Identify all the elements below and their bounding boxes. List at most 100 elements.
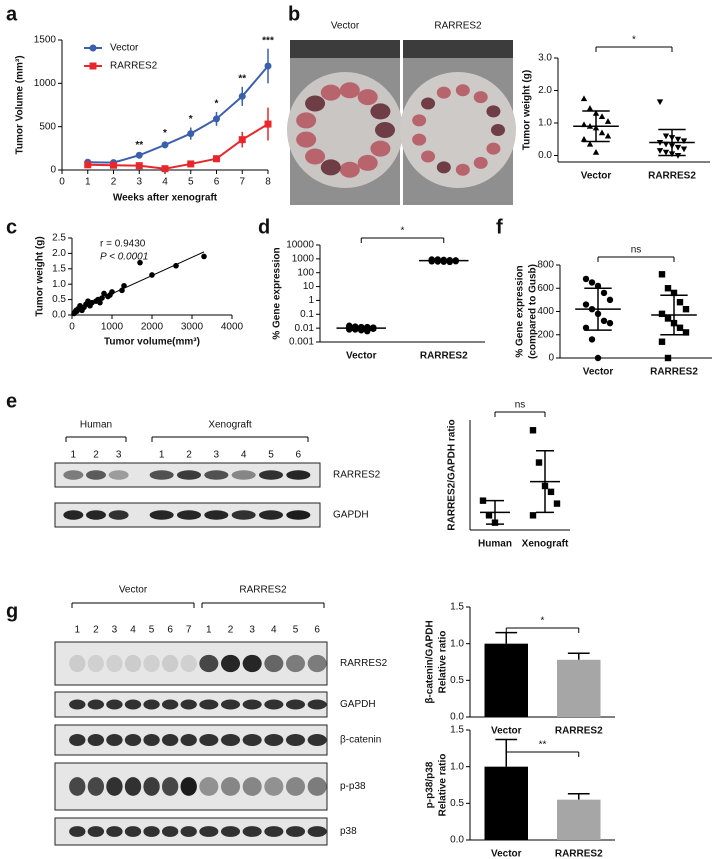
data-point [682,305,690,313]
data-point [161,165,169,173]
panel-letter: f [496,216,503,238]
blot-row-label: p38 [340,826,357,837]
tumor [357,154,378,171]
lane-number: 3 [116,450,122,461]
x-tick-label: 3000 [181,322,204,333]
data-point [582,275,590,283]
tumor [421,150,436,163]
y-tick-label: 2.0 [52,248,66,259]
data-point [238,136,246,144]
blot-band [242,826,262,837]
blot-band [199,734,219,746]
data-point [173,262,179,269]
x-axis-label: Weeks after xenograft [113,193,218,204]
blot-band [285,699,306,710]
x-tick-label: 0 [59,177,65,188]
blot-band [87,826,105,837]
lane-number: 4 [241,450,247,461]
x-tick-label: 1000 [101,322,124,333]
blot-band [124,654,142,673]
bar [557,799,601,840]
significance-label: *** [262,35,274,46]
x-tick-label: RARRES2 [650,367,698,378]
x-tick-label: 6 [214,177,220,188]
panel-letter: a [6,3,18,25]
y-tick-label: 10000 [286,240,314,251]
x-tick-label: 3 [136,177,142,188]
blot-band [143,734,160,746]
y-tick-label: 0.01 [295,323,315,334]
x-tick-label: 2000 [141,322,164,333]
lane-number: 5 [149,625,155,636]
y-tick-label: 200 [537,329,554,340]
blot-band [69,654,86,673]
y-tick-label: 0.1 [300,309,314,320]
significance-label: * [189,114,193,125]
blot-band [307,699,327,710]
blot-band [161,654,179,673]
data-point [656,148,664,154]
data-point [238,92,246,100]
blot-band [242,699,262,710]
tumor [370,103,391,120]
data-point [213,115,220,123]
blot-band [87,654,105,673]
tumor [305,95,326,112]
blot-band [176,510,202,520]
x-tick-label: RARRES2 [420,351,468,362]
blot-row-label: GAPDH [340,699,376,710]
lane-number: 1 [75,625,81,636]
y-axis-label: p-p38/p38 [425,761,436,808]
data-point [529,512,537,519]
annotation: P < 0.0001 [100,252,148,263]
blot-band [108,470,129,480]
data-point [99,295,105,301]
panel-letter: d [258,216,270,238]
legend-label: Vector [110,43,139,54]
data-point [119,287,125,294]
y-axis-label: Relative ratio [438,754,449,817]
x-tick-label: Vector [491,849,522,859]
blot-band [285,777,306,796]
y-tick-label: 0.001 [289,337,314,348]
y-tick-label: 0.0 [450,835,464,846]
data-point [604,118,612,124]
data-point [479,497,487,504]
annotation: r = 0.9430 [100,239,146,250]
y-axis-label: % Gene expression [272,247,283,339]
blot-band [149,510,174,520]
blot-band [264,734,284,746]
blot-band [180,826,197,837]
blot-row-label: RARRES2 [333,470,381,481]
blot-band [106,654,123,673]
data-point [594,354,602,362]
y-tick-label: 1.5 [450,725,464,736]
blot-band [264,654,284,673]
blot-band [204,510,229,520]
tumor [412,133,427,146]
y-tick-label: 1000 [292,253,315,264]
y-tick-label: 1500 [34,35,57,46]
data-point [670,289,678,297]
lane-number: 4 [130,625,136,636]
blot-band [307,777,327,796]
lane-number: 2 [228,625,234,636]
x-tick-label: RARRES2 [555,849,603,859]
lane-number: 3 [112,625,118,636]
blot-band [143,777,160,796]
blot-band [87,777,105,796]
data-point [137,259,143,266]
data-point [682,329,690,336]
y-tick-label: 800 [537,260,554,271]
blot-band [307,654,327,673]
blot-band [204,470,229,480]
blot-row-label: RARRES2 [340,658,388,669]
blot-band [180,734,197,746]
blot-band [180,777,197,796]
legend-marker [89,44,97,52]
x-tick-label: Vector [491,726,522,737]
data-point [656,99,664,106]
tumor [486,105,501,118]
lane-number: 3 [249,625,255,636]
y-tick-label: 0.5 [450,798,464,809]
